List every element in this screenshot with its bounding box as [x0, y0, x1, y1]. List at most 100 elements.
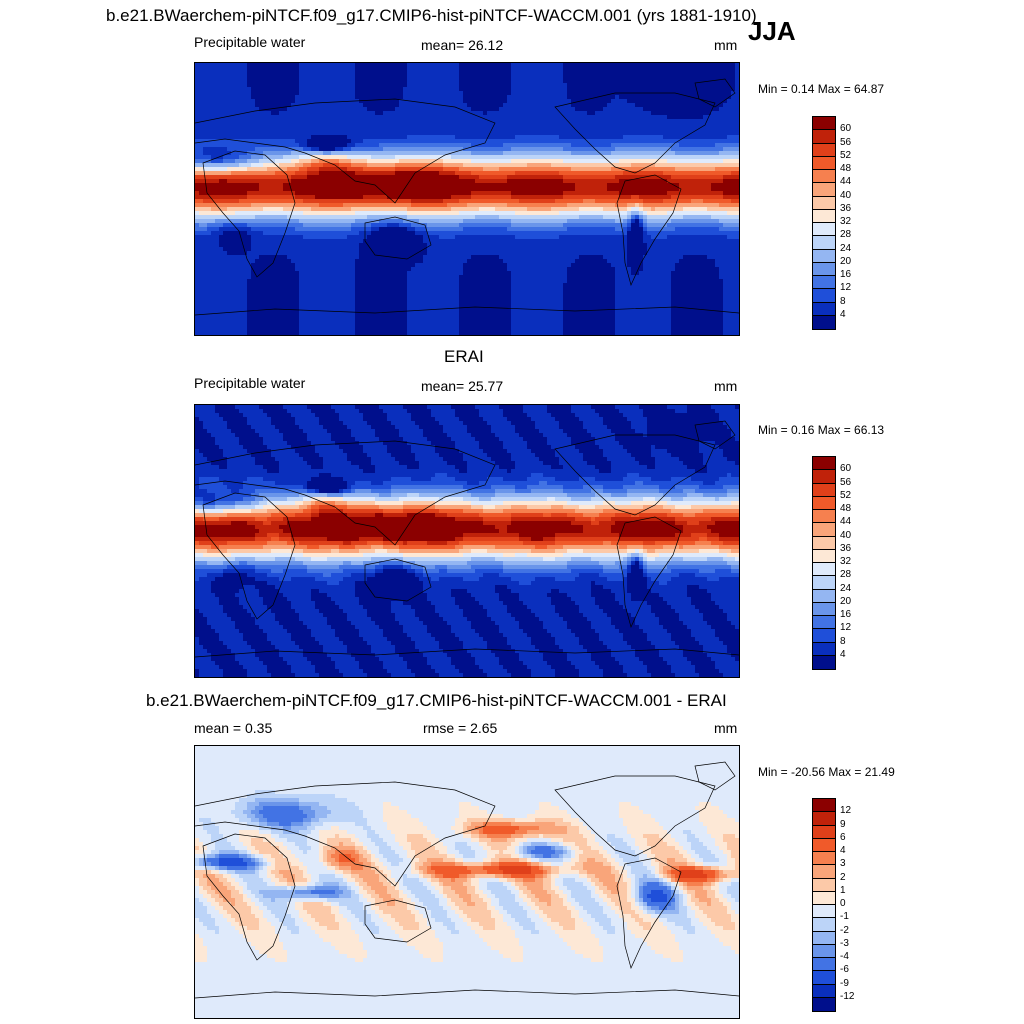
field-cell [379, 67, 384, 72]
field-cell [267, 151, 272, 156]
field-cell [711, 131, 716, 136]
field-cell [543, 167, 548, 172]
field-cell [283, 63, 288, 68]
field-cell [395, 111, 400, 116]
field-cell [215, 163, 220, 168]
field-cell [287, 71, 292, 76]
field-cell [679, 67, 684, 72]
field-cell [263, 159, 268, 164]
field-cell [635, 147, 640, 152]
field-cell [371, 139, 376, 144]
field-cell [379, 87, 384, 92]
field-cell [475, 111, 480, 116]
field-cell [271, 159, 276, 164]
field-cell [559, 131, 564, 136]
field-cell [691, 91, 696, 96]
field-cell [467, 175, 472, 180]
field-cell [207, 159, 212, 164]
field-cell [207, 111, 212, 116]
field-cell [655, 203, 660, 208]
field-cell [663, 95, 668, 100]
field-cell [255, 143, 260, 148]
field-cell [599, 203, 604, 208]
field-cell [435, 199, 440, 204]
field-cell [631, 135, 636, 140]
field-cell [271, 99, 276, 104]
field-cell [543, 163, 548, 168]
field-cell [583, 95, 588, 100]
field-cell [543, 67, 548, 72]
field-cell [435, 179, 440, 184]
field-cell [511, 107, 516, 112]
field-cell [559, 203, 564, 208]
field-cell [639, 187, 644, 192]
field-cell [703, 155, 708, 160]
field-cell [395, 119, 400, 124]
field-cell [467, 187, 472, 192]
field-cell [283, 119, 288, 124]
field-cell [275, 63, 280, 68]
field-cell [559, 171, 564, 176]
field-cell [639, 63, 644, 68]
field-cell [599, 95, 604, 100]
field-cell [735, 187, 739, 192]
field-cell [243, 87, 248, 92]
field-cell [695, 71, 700, 76]
field-cell [551, 63, 556, 68]
field-cell [575, 115, 580, 120]
field-cell [495, 199, 500, 204]
field-cell [595, 167, 600, 172]
field-cell [695, 119, 700, 124]
field-cell [375, 187, 380, 192]
field-cell [363, 95, 368, 100]
field-cell [375, 199, 380, 204]
field-cell [359, 195, 364, 200]
field-cell [579, 143, 584, 148]
field-cell [695, 147, 700, 152]
field-cell [519, 131, 524, 136]
field-cell [639, 143, 644, 148]
field-cell [447, 159, 452, 164]
field-cell [479, 187, 484, 192]
field-cell [443, 147, 448, 152]
field-cell [575, 195, 580, 200]
field-cell [571, 203, 576, 208]
field-cell [735, 107, 739, 112]
field-cell [723, 111, 728, 116]
field-cell [703, 163, 708, 168]
field-cell [475, 199, 480, 204]
field-cell [679, 159, 684, 164]
field-cell [275, 159, 280, 164]
field-cell [663, 87, 668, 92]
field-cell [723, 83, 728, 88]
field-cell [555, 115, 560, 120]
field-cell [319, 123, 324, 128]
field-cell [399, 99, 404, 104]
field-cell [723, 135, 728, 140]
field-cell [671, 191, 676, 196]
field-cell [735, 71, 739, 76]
field-cell [255, 139, 260, 144]
field-cell [615, 123, 620, 128]
field-cell [551, 175, 556, 180]
field-cell [343, 71, 348, 76]
field-cell [359, 79, 364, 84]
field-cell [411, 91, 416, 96]
field-cell [455, 147, 460, 152]
field-cell [487, 151, 492, 156]
field-cell [407, 67, 412, 72]
field-cell [223, 67, 228, 72]
field-cell [443, 95, 448, 100]
field-cell [699, 127, 704, 132]
field-cell [227, 191, 232, 196]
field-cell [411, 115, 416, 120]
field-cell [279, 187, 284, 192]
field-cell [695, 143, 700, 148]
field-cell [479, 171, 484, 176]
field-cell [275, 179, 280, 184]
field-cell [199, 103, 204, 108]
field-cell [519, 135, 524, 140]
field-cell [379, 111, 384, 116]
field-cell [255, 135, 260, 140]
field-cell [431, 159, 436, 164]
